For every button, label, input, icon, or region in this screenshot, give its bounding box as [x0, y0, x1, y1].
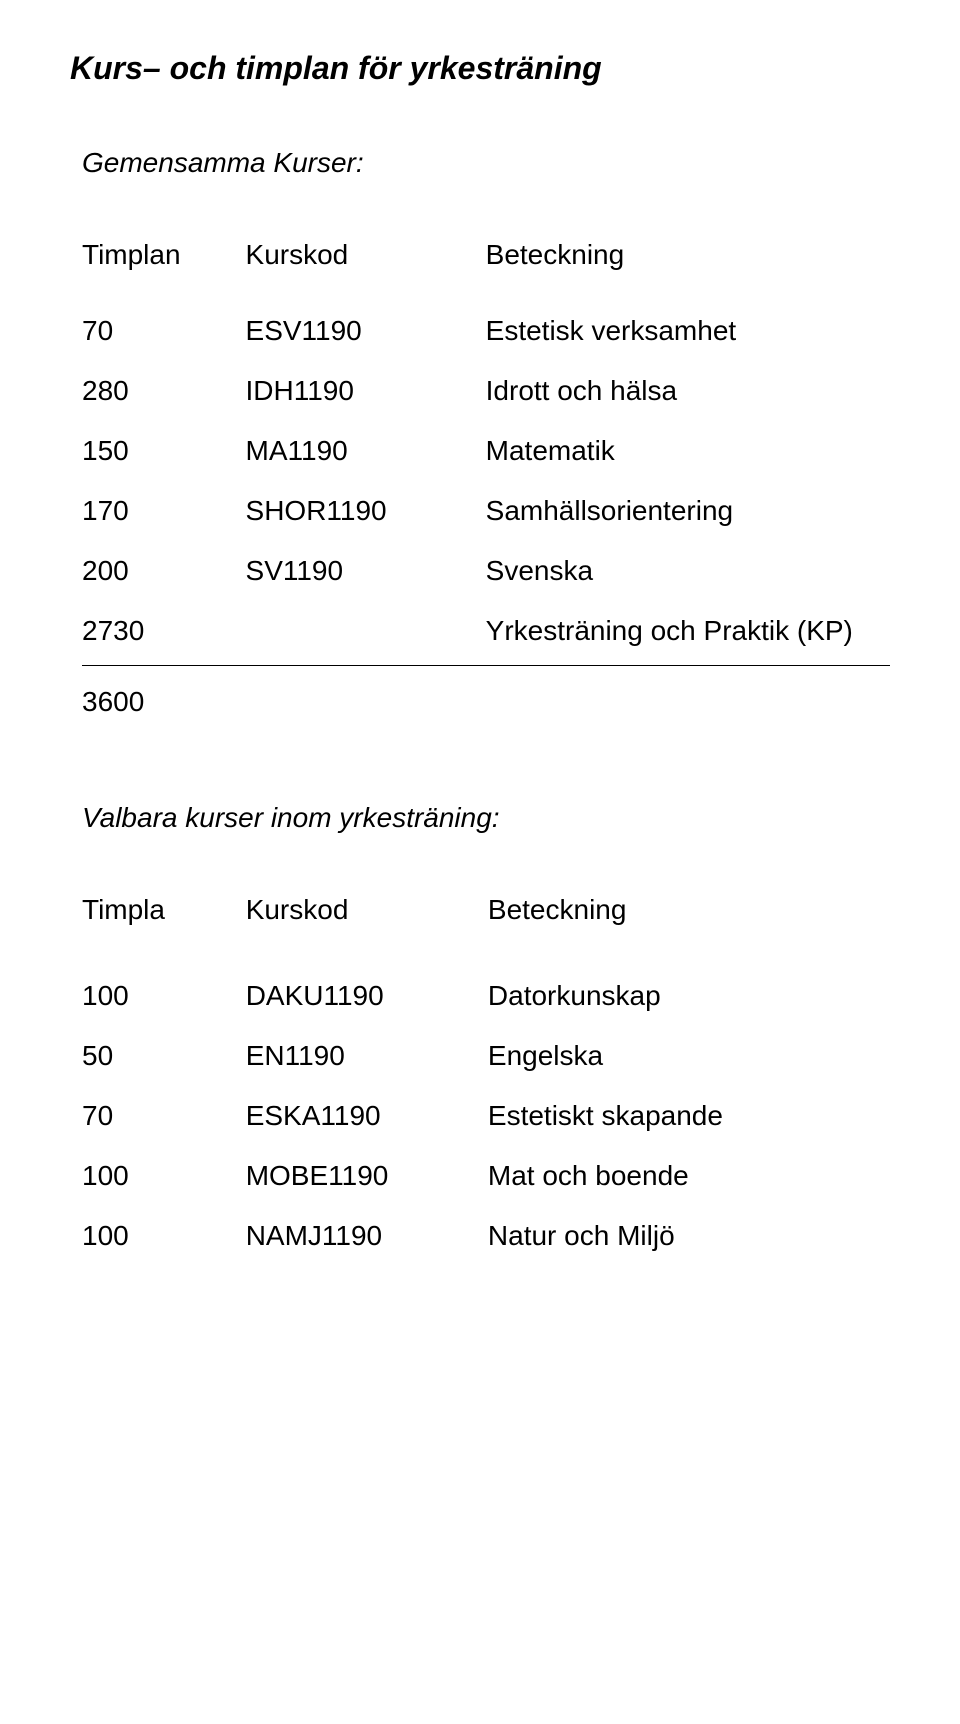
cell-kurskod: IDH1190: [246, 361, 486, 421]
cell-timplan: 200: [82, 541, 246, 601]
cell-beteckning: Yrkesträning och Praktik (KP): [486, 601, 890, 661]
table-header-row: Timpla Kurskod Beteckning: [82, 894, 890, 966]
table-row: 280 IDH1190 Idrott och hälsa: [82, 361, 890, 421]
cell-beteckning: Mat och boende: [488, 1146, 890, 1206]
cell-timplan: 170: [82, 481, 246, 541]
courses-table-1: Timplan Kurskod Beteckning 70 ESV1190 Es…: [82, 239, 890, 732]
cell-timplan: 280: [82, 361, 246, 421]
cell-timpla: 70: [82, 1086, 246, 1146]
courses-table-2: Timpla Kurskod Beteckning 100 DAKU1190 D…: [82, 894, 890, 1266]
cell-beteckning: Matematik: [486, 421, 890, 481]
table-divider: [82, 661, 890, 672]
cell-kurskod: DAKU1190: [246, 966, 488, 1026]
cell-beteckning: Svenska: [486, 541, 890, 601]
cell-beteckning: Idrott och hälsa: [486, 361, 890, 421]
table-header-row: Timplan Kurskod Beteckning: [82, 239, 890, 301]
cell-beteckning: Estetiskt skapande: [488, 1086, 890, 1146]
section1-title: Gemensamma Kurser:: [82, 147, 890, 179]
header-timplan: Timplan: [82, 239, 246, 301]
divider-line: [82, 665, 890, 666]
cell-beteckning: Estetisk verksamhet: [486, 301, 890, 361]
table-total-row: 3600: [82, 672, 890, 732]
table-row: 100 NAMJ1190 Natur och Miljö: [82, 1206, 890, 1266]
table-row: 150 MA1190 Matematik: [82, 421, 890, 481]
header-beteckning: Beteckning: [486, 239, 890, 301]
cell-kurskod: ESV1190: [246, 301, 486, 361]
cell-kurskod: EN1190: [246, 1026, 488, 1086]
cell-kurskod: MA1190: [246, 421, 486, 481]
cell-timpla: 100: [82, 1206, 246, 1266]
cell-beteckning: Natur och Miljö: [488, 1206, 890, 1266]
cell-beteckning: Samhällsorientering: [486, 481, 890, 541]
table-row: 2730 Yrkesträning och Praktik (KP): [82, 601, 890, 661]
cell-timplan: 70: [82, 301, 246, 361]
cell-kurskod: NAMJ1190: [246, 1206, 488, 1266]
cell-timpla: 100: [82, 1146, 246, 1206]
section2-title: Valbara kurser inom yrkesträning:: [82, 802, 890, 834]
cell-timpla: 50: [82, 1026, 246, 1086]
table-row: 50 EN1190 Engelska: [82, 1026, 890, 1086]
header-beteckning: Beteckning: [488, 894, 890, 966]
table-row: 200 SV1190 Svenska: [82, 541, 890, 601]
table-row: 70 ESKA1190 Estetiskt skapande: [82, 1086, 890, 1146]
header-timpla: Timpla: [82, 894, 246, 966]
cell-timplan: 2730: [82, 601, 246, 661]
cell-timpla: 100: [82, 966, 246, 1026]
header-kurskod: Kurskod: [246, 239, 486, 301]
cell-kurskod: ESKA1190: [246, 1086, 488, 1146]
table-row: 70 ESV1190 Estetisk verksamhet: [82, 301, 890, 361]
cell-total: 3600: [82, 672, 246, 732]
table-row: 170 SHOR1190 Samhällsorientering: [82, 481, 890, 541]
cell-beteckning: Datorkunskap: [488, 966, 890, 1026]
cell-timplan: 150: [82, 421, 246, 481]
table-row: 100 MOBE1190 Mat och boende: [82, 1146, 890, 1206]
table-row: 100 DAKU1190 Datorkunskap: [82, 966, 890, 1026]
cell-kurskod: SV1190: [246, 541, 486, 601]
cell-kurskod: MOBE1190: [246, 1146, 488, 1206]
page-title: Kurs– och timplan för yrkesträning: [70, 50, 890, 87]
cell-kurskod: SHOR1190: [246, 481, 486, 541]
header-kurskod: Kurskod: [246, 894, 488, 966]
cell-kurskod: [246, 601, 486, 661]
cell-beteckning: Engelska: [488, 1026, 890, 1086]
